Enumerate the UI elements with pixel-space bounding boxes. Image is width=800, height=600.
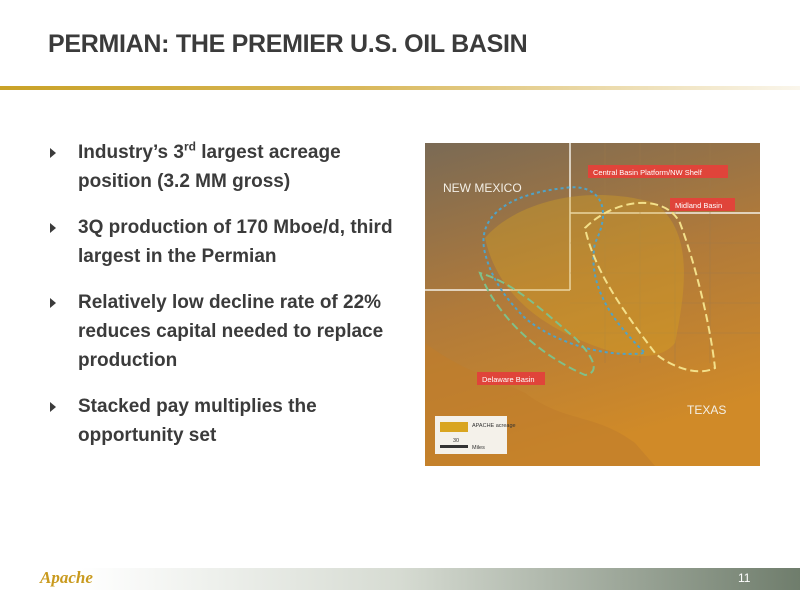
slide-title: PERMIAN: THE PREMIER U.S. OIL BASIN	[48, 30, 528, 58]
bullet: Stacked pay multiplies the opportunity s…	[48, 392, 398, 450]
basin-map: NEW MEXICO TEXAS Central Basin Platform/…	[425, 143, 760, 466]
map-label: TEXAS	[687, 403, 726, 417]
bullet-arrow	[50, 298, 56, 308]
bullet-text: Industry’s 3	[78, 142, 184, 163]
callout-box	[477, 372, 545, 385]
legend-scale: 30	[453, 438, 459, 444]
midland-outline	[583, 202, 717, 373]
borders	[425, 143, 760, 291]
callout-box	[588, 165, 728, 178]
bullet-text: Stacked pay multiplies the opportunity s…	[78, 396, 317, 446]
footer-bar	[0, 568, 800, 590]
bullet-list: Industry’s 3rd largest acreage position …	[48, 138, 398, 467]
acreage	[485, 195, 684, 357]
bullet: Industry’s 3rd largest acreage position …	[48, 138, 398, 196]
logo: Apache	[40, 568, 93, 587]
callout: Central Basin Platform/NW Shelf	[593, 168, 703, 177]
map-label: NEW MEXICO	[443, 181, 522, 195]
delaware-outline	[478, 271, 595, 377]
legend-box	[435, 416, 507, 454]
bullet-arrow	[50, 402, 56, 412]
county-lines	[570, 143, 760, 363]
scale-bar	[440, 445, 468, 448]
central-basin-outline	[482, 186, 648, 355]
bullet-text: largest acreage position (3.2 MM gross)	[78, 142, 341, 192]
bullet-arrow	[50, 223, 56, 233]
bullet: 3Q production of 170 Mboe/d, third large…	[48, 213, 398, 271]
bullet-text: Relatively low decline rate of 22% reduc…	[78, 292, 384, 371]
title-rule	[0, 86, 800, 90]
page-number: 11	[738, 571, 751, 585]
bullet-text: 3Q production of 170 Mboe/d, third large…	[78, 217, 393, 267]
legend-swatch	[440, 422, 468, 432]
bullet-arrow	[50, 148, 56, 158]
callout-box	[670, 198, 735, 211]
bullet: Relatively low decline rate of 22% reduc…	[48, 288, 398, 375]
superscript: rd	[183, 139, 196, 154]
callout: Midland Basin	[675, 201, 722, 210]
legend-unit: Miles	[472, 445, 485, 451]
callout: Delaware Basin	[482, 375, 535, 384]
legend-label: APACHE acreage	[472, 423, 516, 429]
